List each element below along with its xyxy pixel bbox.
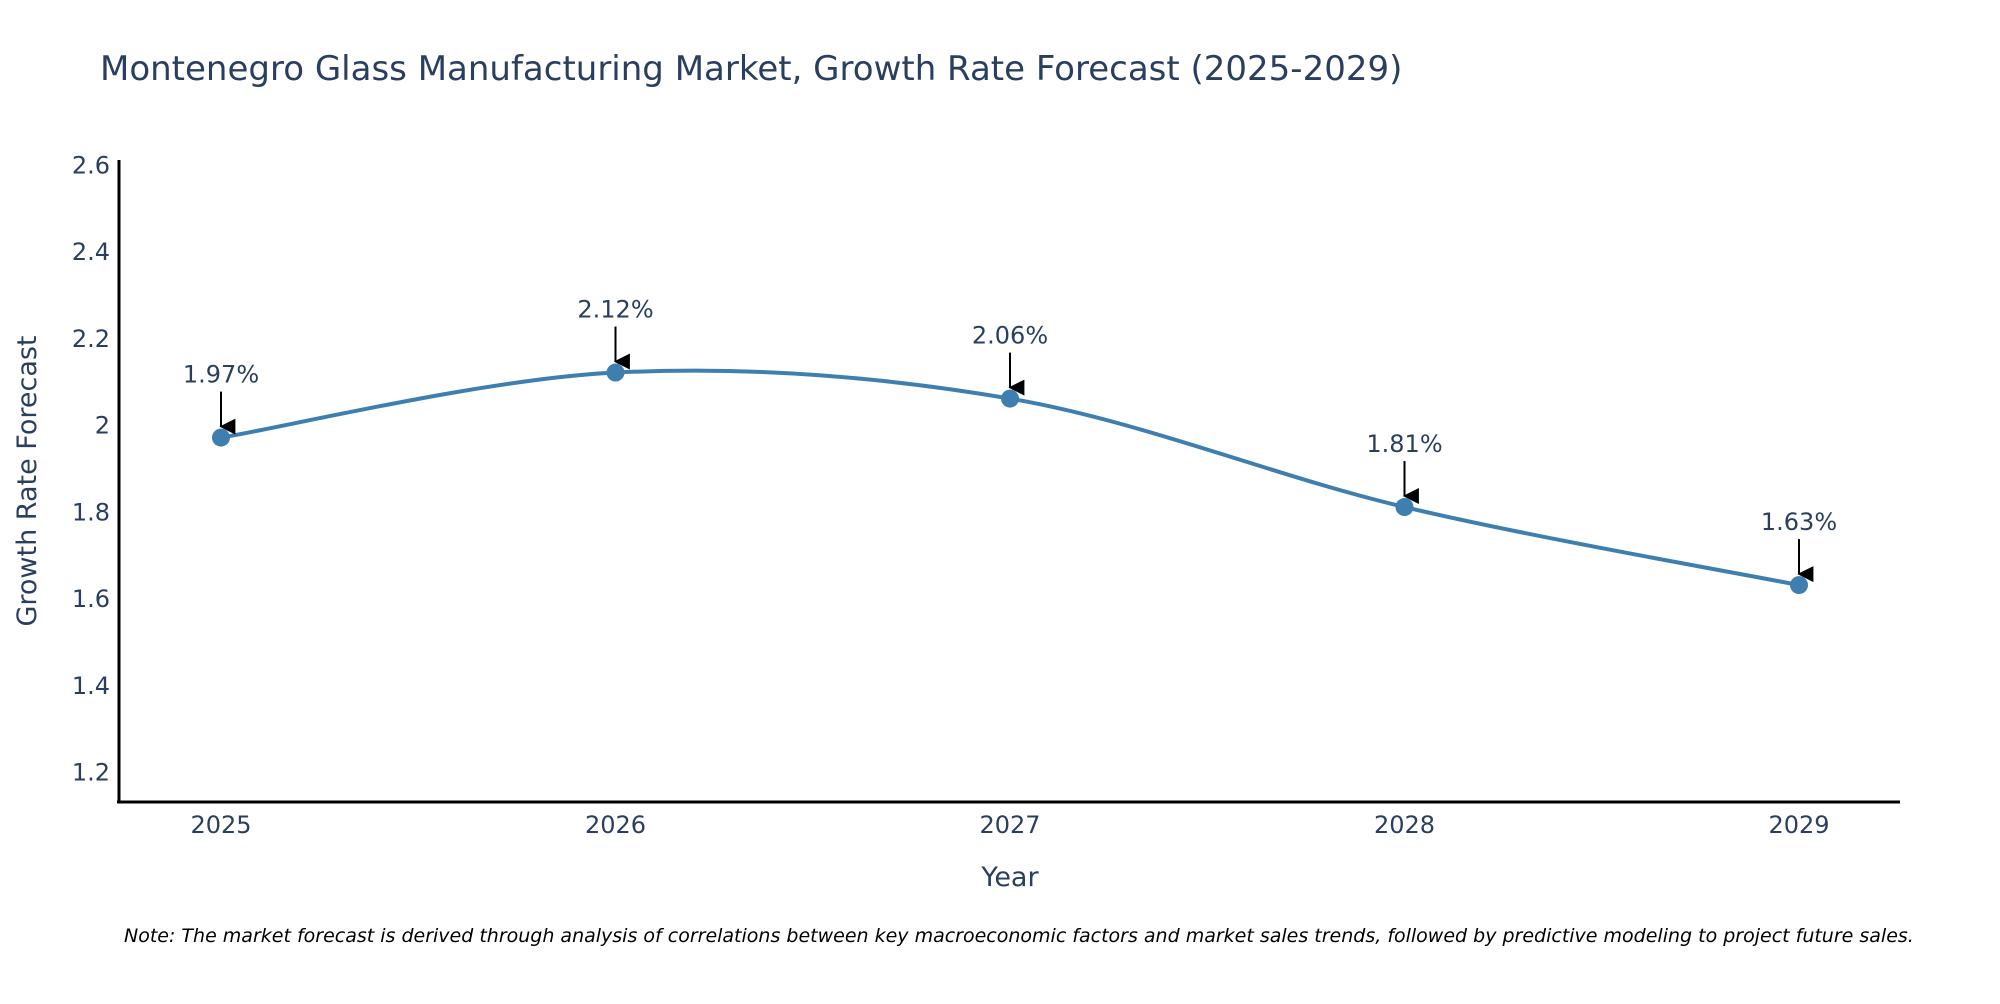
data-label: 2.06% [972, 322, 1048, 350]
y-tick-label: 1.2 [72, 759, 110, 787]
data-label: 1.81% [1366, 430, 1442, 458]
y-tick-label: 2.4 [72, 238, 110, 266]
y-axis-ticks: 1.2 1.4 1.6 1.8 2 2.2 2.4 2.6 [72, 151, 110, 786]
x-tick-label: 2027 [979, 811, 1040, 839]
x-tick-label: 2029 [1768, 811, 1829, 839]
y-tick-label: 2.6 [72, 151, 110, 179]
data-point [1001, 389, 1019, 408]
x-axis-ticks: 2025 2026 2027 2028 2029 [190, 811, 1829, 839]
y-tick-label: 1.4 [72, 672, 110, 700]
chart-title: Montenegro Glass Manufacturing Market, G… [100, 49, 1402, 89]
data-point [606, 363, 625, 382]
y-tick-label: 1.6 [72, 585, 110, 613]
data-annotations: 1.97% 2.12% 2.06% 1.81% 1.63% [183, 296, 1837, 583]
data-point [1790, 576, 1808, 595]
data-label: 1.97% [183, 361, 259, 389]
data-label: 2.12% [577, 296, 653, 324]
y-axis-title: Growth Rate Forecast [12, 335, 43, 626]
x-axis-title: Year [980, 862, 1039, 893]
x-tick-label: 2025 [190, 811, 251, 839]
y-tick-label: 2.2 [72, 325, 110, 353]
data-markers [212, 363, 1808, 595]
y-tick-label: 2 [95, 412, 110, 440]
data-point [1395, 498, 1414, 517]
data-label: 1.63% [1761, 508, 1837, 536]
x-tick-label: 2026 [585, 811, 646, 839]
x-tick-label: 2028 [1374, 811, 1435, 839]
chart-note: Note: The market forecast is derived thr… [124, 925, 1914, 947]
data-point [212, 428, 230, 447]
y-tick-label: 1.8 [72, 498, 110, 526]
